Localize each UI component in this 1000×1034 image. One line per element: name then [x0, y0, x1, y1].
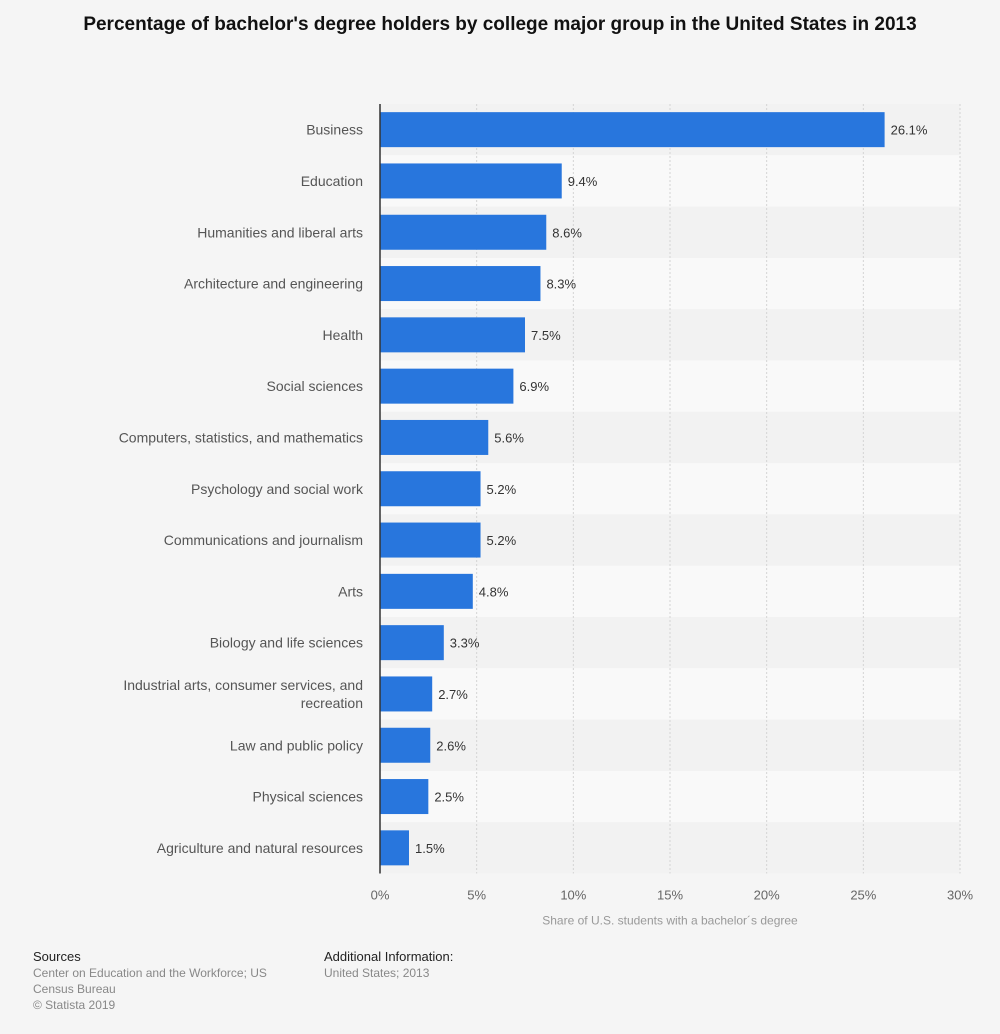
x-tick-label: 25%: [850, 888, 876, 903]
sources-line[interactable]: Census Bureau: [33, 982, 116, 996]
x-tick-label: 0%: [371, 888, 390, 903]
category-label: Arts: [338, 583, 363, 599]
category-label: Industrial arts, consumer services, and: [123, 677, 363, 693]
bar: [380, 676, 433, 712]
data-label: 6.9%: [519, 379, 549, 394]
data-label: 2.7%: [438, 687, 468, 702]
bar: [380, 625, 444, 661]
x-tick-label: 30%: [947, 888, 973, 903]
bar: [380, 112, 885, 148]
category-label: Computers, statistics, and mathematics: [119, 429, 363, 445]
bar: [380, 419, 489, 455]
bar: [380, 573, 473, 609]
copyright: © Statista 2019: [33, 998, 116, 1012]
data-label: 8.6%: [552, 225, 582, 240]
data-label: 8.3%: [546, 277, 576, 292]
data-label: 2.5%: [434, 790, 464, 805]
chart-title: Percentage of bachelor's degree holders …: [83, 14, 917, 35]
bar: [380, 471, 481, 507]
category-label: Social sciences: [267, 378, 364, 394]
sources-heading: Sources: [33, 949, 81, 964]
category-label: Agriculture and natural resources: [157, 840, 363, 856]
data-label: 9.4%: [568, 174, 598, 189]
bar: [380, 317, 525, 353]
category-label: Law and public policy: [230, 737, 363, 753]
data-label: 2.6%: [436, 738, 466, 753]
data-label: 26.1%: [891, 123, 928, 138]
data-label: 7.5%: [531, 328, 561, 343]
bar-chart: 0% 5% 10% 15% 20% 25% 30% Share of U.S. student…: [119, 104, 973, 928]
bar: [380, 163, 562, 199]
category-label: Communications and journalism: [164, 532, 363, 548]
additional-info-block: Additional Information: United States; 2…: [324, 949, 453, 981]
data-label: 5.2%: [487, 482, 517, 497]
additional-info-heading: Additional Information:: [324, 949, 454, 964]
data-label: 5.2%: [487, 533, 517, 548]
category-label: Physical sciences: [253, 789, 364, 805]
category-label: Education: [301, 173, 363, 189]
bar: [380, 214, 547, 250]
bar: [380, 779, 429, 815]
category-label: recreation: [301, 695, 363, 711]
additional-info-text: United States; 2013: [324, 966, 430, 980]
data-label: 1.5%: [415, 841, 445, 856]
category-label: Architecture and engineering: [184, 276, 363, 292]
category-label: Business: [306, 122, 363, 138]
x-tick-label: 10%: [560, 888, 586, 903]
x-tick-label: 5%: [467, 888, 486, 903]
bar: [380, 830, 409, 866]
sources-block: Sources Center on Education and the Work…: [33, 949, 267, 1013]
data-label: 4.8%: [479, 584, 509, 599]
data-label: 5.6%: [494, 430, 524, 445]
bar: [380, 727, 431, 763]
category-label: Humanities and liberal arts: [197, 224, 363, 240]
bar: [380, 522, 481, 558]
bar: [380, 266, 541, 302]
data-label: 3.3%: [450, 636, 480, 651]
category-label: Biology and life sciences: [210, 635, 363, 651]
x-axis-label: Share of U.S. students with a bachelor´s…: [542, 914, 798, 928]
x-tick-label: 15%: [657, 888, 683, 903]
bar: [380, 368, 514, 404]
x-tick-label: 20%: [754, 888, 780, 903]
sources-line[interactable]: Center on Education and the Workforce; U…: [33, 966, 267, 980]
category-label: Psychology and social work: [191, 481, 364, 497]
category-label: Health: [323, 327, 363, 343]
